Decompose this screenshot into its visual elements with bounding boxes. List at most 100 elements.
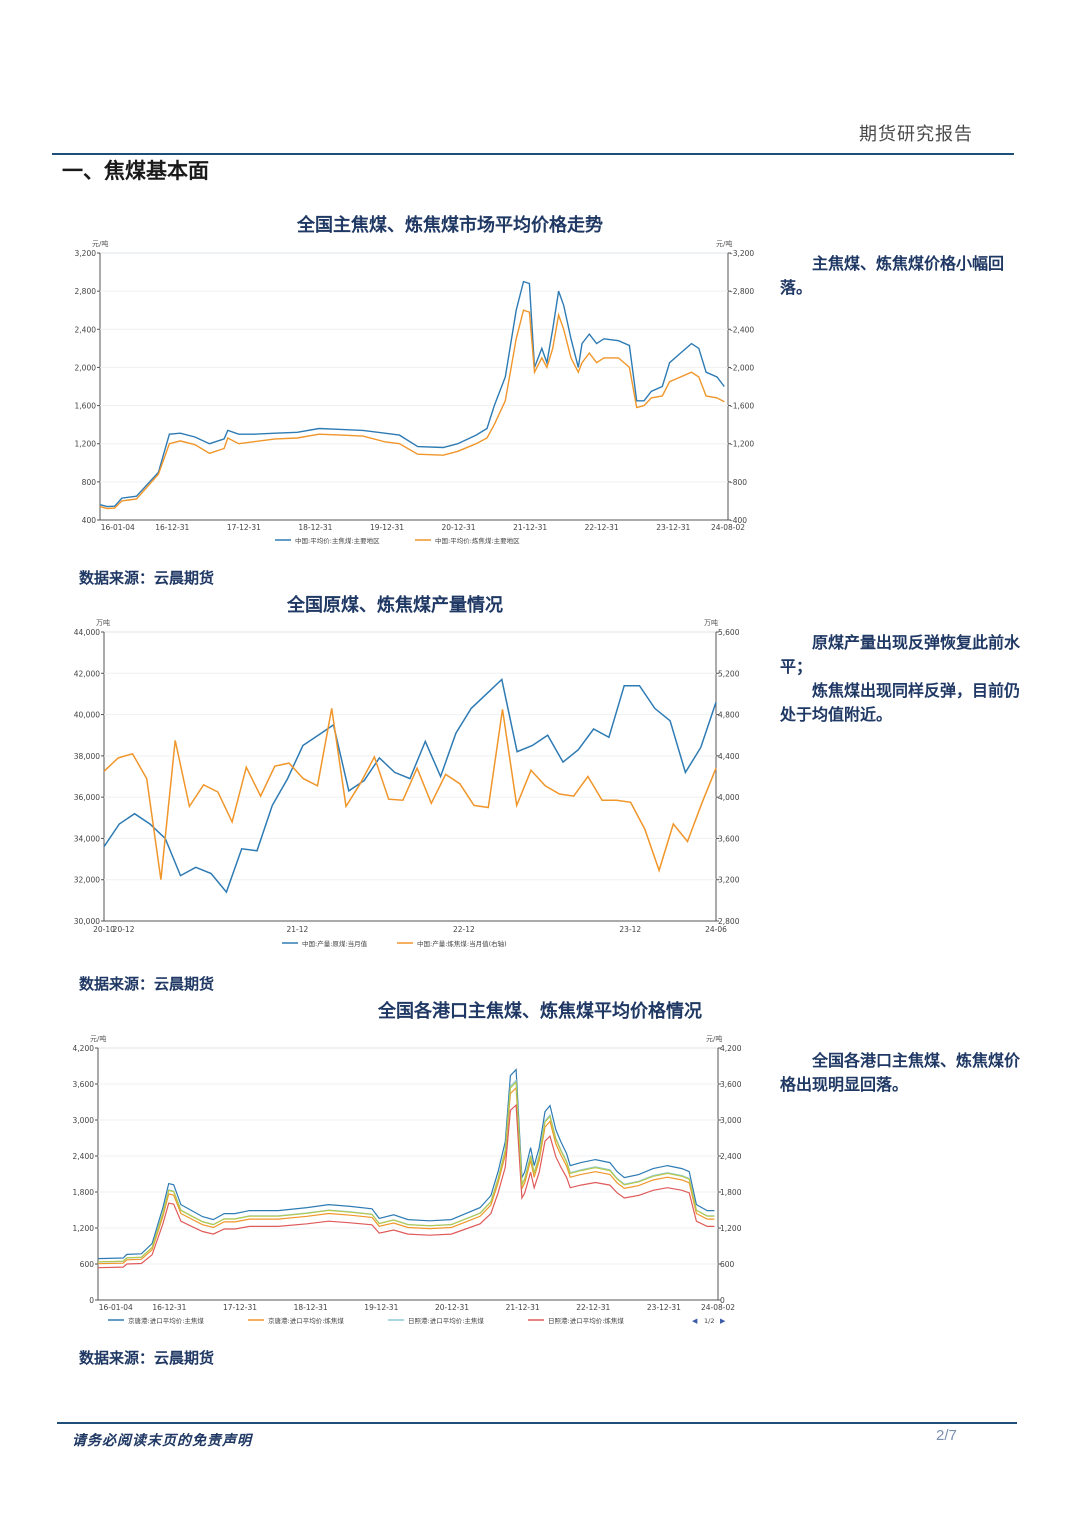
y-tick-label-right: 4,400 bbox=[718, 752, 740, 761]
series-line bbox=[99, 309, 725, 510]
y-tick-label-right: 4,800 bbox=[718, 711, 740, 720]
y-axis-unit-left: 万吨 bbox=[96, 618, 110, 627]
chart-2-title: 全国原煤、炼焦煤产量情况 bbox=[287, 595, 503, 616]
chart-1-title: 全国主焦煤、炼焦煤市场平均价格走势 bbox=[297, 215, 603, 236]
x-tick-label: 16-01-04 bbox=[99, 1303, 133, 1312]
series-line bbox=[103, 678, 717, 894]
y-axis-unit-right: 元/吨 bbox=[716, 239, 732, 248]
legend-entry: 京唐港:进口平均价:炼焦煤 bbox=[268, 1316, 344, 1325]
chart-3-comment-line: 全国各港口主焦煤、炼焦煤价格出现明显回落。 bbox=[780, 1051, 1021, 1094]
y-tick-label: 400 bbox=[82, 516, 97, 525]
y-tick-label-right: 3,000 bbox=[720, 1116, 742, 1125]
y-tick-label-right: -2,000 bbox=[730, 363, 754, 372]
chart-2-comment-line: 原煤产量出现反弹恢复此前水平； bbox=[780, 633, 1021, 676]
y-axis-unit-right: 元/吨 bbox=[706, 1034, 722, 1043]
y-tick-label-right: 3,600 bbox=[718, 834, 740, 843]
chart-1-source: 数据来源：云晨期货 bbox=[79, 569, 215, 587]
y-tick-label-right: 2,800 bbox=[718, 917, 740, 926]
x-tick-label: 19-12-31 bbox=[370, 523, 404, 532]
legend-entry: 中国:产量:炼焦煤:当月值(右轴) bbox=[417, 939, 507, 948]
series-line bbox=[97, 1086, 715, 1265]
y-tick-label-right: 2,400 bbox=[720, 1152, 742, 1161]
disclaimer-note: 请务必阅读末页的免责声明 bbox=[72, 1433, 252, 1449]
chart-2-comment-line: 炼焦煤出现同样反弹，目前仍处于均值附近。 bbox=[780, 681, 1021, 724]
y-tick-label-right: 0 bbox=[720, 1296, 725, 1305]
x-tick-label: 20-12 bbox=[113, 925, 135, 934]
chart-3-title: 全国各港口主焦煤、炼焦煤平均价格情况 bbox=[378, 1001, 702, 1022]
y-tick-label: 2,400 bbox=[73, 1152, 95, 1161]
x-tick-label: 21-12 bbox=[286, 925, 308, 934]
legend-entry: 中国:平均价:主焦煤:主要地区 bbox=[295, 536, 380, 545]
y-tick-label: 3,600 bbox=[73, 1080, 95, 1089]
y-axis-unit-left: 元/吨 bbox=[92, 239, 108, 248]
y-tick-label: 30,000 bbox=[74, 917, 100, 926]
series-line bbox=[97, 1079, 715, 1263]
y-tick-label-right: 5,200 bbox=[718, 669, 740, 678]
x-tick-label: 20-10 bbox=[93, 925, 115, 934]
legend-entry: 日照港:进口平均价:炼焦煤 bbox=[548, 1316, 624, 1325]
legend-entry: 京唐港:进口平均价:主焦煤 bbox=[128, 1316, 204, 1325]
y-tick-label-right: -800 bbox=[730, 478, 747, 487]
x-tick-label: 24-06 bbox=[705, 925, 727, 934]
legend-entry: 中国:平均价:炼焦煤:主要地区 bbox=[435, 536, 520, 545]
y-tick-label: 3,200 bbox=[75, 249, 97, 258]
x-tick-label: 23-12 bbox=[619, 925, 641, 934]
plot-frame bbox=[99, 252, 729, 521]
x-tick-label: 18-12-31 bbox=[294, 1303, 328, 1312]
chart-3-port-price: 元/吨 元/吨 0 600 1,200 1,800 2,400 3,000 3,600 4,200… bbox=[73, 1034, 742, 1325]
x-tick-label: 18-12-31 bbox=[298, 523, 332, 532]
y-tick-label-right: 3,200 bbox=[718, 876, 740, 885]
y-tick-label: 42,000 bbox=[74, 669, 100, 678]
y-tick-label-right: -2,800 bbox=[730, 287, 754, 296]
y-tick-label-right: -1,600 bbox=[730, 402, 754, 411]
series-line bbox=[97, 1080, 715, 1263]
x-tick-label: 24-08-02 bbox=[711, 523, 745, 532]
chart-1-comment: 主焦煤、炼焦煤价格小幅回落。 bbox=[780, 252, 1034, 300]
report-type-title: 期货研究报告 bbox=[859, 124, 973, 145]
y-tick-label-right: 1,200 bbox=[720, 1224, 742, 1233]
y-tick-label: 44,000 bbox=[74, 628, 100, 637]
x-tick-label: 16-01-04 bbox=[101, 523, 135, 532]
x-tick-label: 23-12-31 bbox=[656, 523, 690, 532]
series-line bbox=[97, 1103, 715, 1269]
x-tick-label: 22-12-31 bbox=[585, 523, 619, 532]
chart-2-output: 万吨 万吨 30,000 32,000 34,000 36,000 38,000 40,000… bbox=[74, 618, 740, 948]
y-tick-label: 1,600 bbox=[75, 402, 97, 411]
y-tick-label: 38,000 bbox=[74, 752, 100, 761]
series-line bbox=[103, 708, 717, 880]
x-tick-label: 23-12-31 bbox=[647, 1303, 681, 1312]
y-tick-label-right: 1,800 bbox=[720, 1188, 742, 1197]
x-tick-label: 22-12-31 bbox=[576, 1303, 610, 1312]
chart-3-comment: 全国各港口主焦煤、炼焦煤价格出现明显回落。 bbox=[780, 1049, 1034, 1097]
legend-entry: 日照港:进口平均价:主焦煤 bbox=[408, 1316, 484, 1325]
plot-frame bbox=[103, 631, 717, 922]
header-rule bbox=[52, 153, 1014, 155]
y-tick-label-right: 4,000 bbox=[718, 793, 740, 802]
y-tick-label: 2,800 bbox=[75, 287, 97, 296]
series-line bbox=[97, 1068, 715, 1260]
legend-page: 1/2 bbox=[704, 1317, 714, 1325]
y-tick-label: 34,000 bbox=[74, 834, 100, 843]
legend-prev-icon: ◀ bbox=[692, 1317, 698, 1325]
y-tick-label-right: -1,200 bbox=[730, 440, 754, 449]
x-tick-label: 17-12-31 bbox=[227, 523, 261, 532]
y-tick-label: 32,000 bbox=[74, 876, 100, 885]
y-tick-label: 36,000 bbox=[74, 793, 100, 802]
y-tick-label: 40,000 bbox=[74, 711, 100, 720]
x-tick-label: 16-12-31 bbox=[155, 523, 189, 532]
x-tick-label: 20-12-31 bbox=[435, 1303, 469, 1312]
y-tick-label: 2,400 bbox=[75, 325, 97, 334]
y-tick-label: 1,200 bbox=[73, 1224, 95, 1233]
y-tick-label-right: 5,600 bbox=[718, 628, 740, 637]
y-axis-unit-left: 元/吨 bbox=[90, 1034, 106, 1043]
x-tick-label: 21-12-31 bbox=[506, 1303, 540, 1312]
plot-frame bbox=[97, 1047, 719, 1301]
y-tick-label-right: -400 bbox=[730, 516, 747, 525]
series-line bbox=[99, 280, 725, 508]
y-tick-label: 1,800 bbox=[73, 1188, 95, 1197]
y-tick-label-right: -3,200 bbox=[730, 249, 754, 258]
section-title: 一、焦煤基本面 bbox=[62, 158, 209, 183]
y-tick-label: 3,000 bbox=[73, 1116, 95, 1125]
x-tick-label: 20-12-31 bbox=[442, 523, 476, 532]
y-tick-label: 4,200 bbox=[73, 1044, 95, 1053]
